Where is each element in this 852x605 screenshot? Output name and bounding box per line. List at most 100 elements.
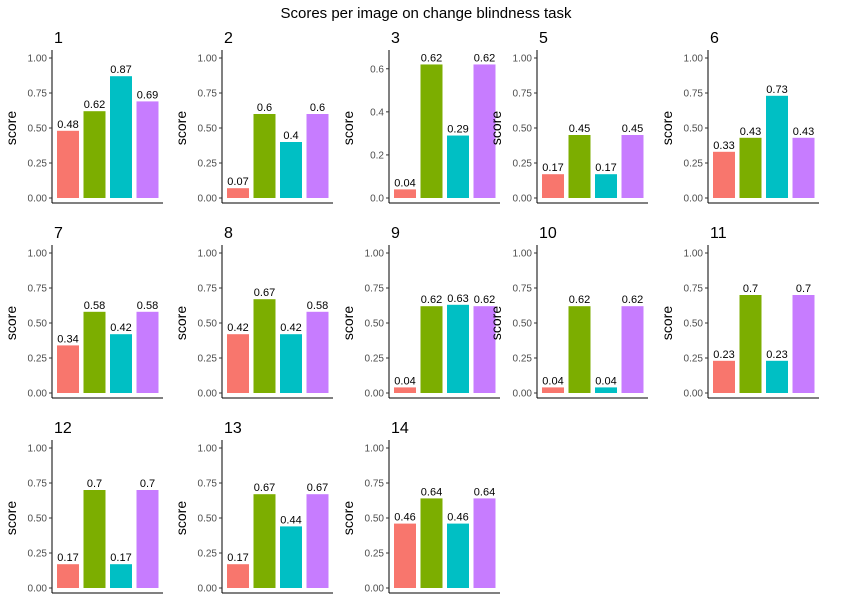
bar-value-label: 0.6 [310, 102, 325, 114]
bar [57, 564, 79, 588]
bar-value-label: 0.67 [307, 482, 328, 494]
bar-value-label: 0.45 [622, 123, 643, 135]
y-tick-label: 0.75 [684, 89, 704, 100]
y-tick-label: 0.75 [198, 479, 218, 490]
y-tick-label: 1.00 [513, 54, 533, 65]
bar-value-label: 0.62 [421, 52, 442, 64]
facet-panel-5: 5 0.00 0.25 0.50 0.75 1.00 score 0.17 0.45 0.17 0.… [488, 30, 648, 205]
y-tick-label: 1.00 [365, 249, 385, 260]
panel-label: 6 [710, 30, 719, 47]
bar [57, 345, 79, 393]
bar [280, 142, 302, 198]
bar [253, 114, 276, 198]
y-tick-label: 0.25 [28, 159, 48, 170]
y-tick-label: 0.75 [365, 479, 385, 490]
bar [306, 311, 329, 393]
y-tick-label: 0.75 [28, 89, 48, 100]
bar [253, 299, 276, 393]
panel-label: 2 [224, 30, 233, 47]
bar [473, 64, 496, 198]
bar [227, 564, 249, 588]
bar [394, 189, 416, 198]
y-tick-label: 0.00 [684, 389, 704, 400]
bar-value-label: 0.62 [474, 52, 495, 64]
panel-label: 9 [391, 225, 400, 242]
y-tick-label: 0.25 [684, 354, 704, 365]
bar [766, 95, 788, 198]
bar-value-label: 0.04 [595, 375, 616, 387]
bar [110, 334, 132, 393]
bar-value-label: 0.62 [474, 294, 495, 306]
y-tick-label: 0.00 [365, 389, 385, 400]
y-tick-label: 0.75 [28, 284, 48, 295]
y-tick-label: 1.00 [365, 444, 385, 455]
bar-value-label: 0.46 [447, 512, 468, 524]
y-tick-label: 0.50 [684, 124, 704, 135]
facet-panel-12: 12 0.00 0.25 0.50 0.75 1.00 score 0.17 0.7 0.17 0.… [3, 420, 163, 595]
bar-value-label: 0.17 [542, 162, 563, 174]
y-tick-label: 0.00 [28, 194, 48, 205]
y-tick-label: 0.75 [684, 284, 704, 295]
y-tick-label: 0.00 [28, 389, 48, 400]
panel-label: 1 [54, 30, 63, 47]
bar-value-label: 0.64 [474, 486, 495, 498]
y-tick-label: 0.25 [28, 549, 48, 560]
facet-panel-7: 7 0.00 0.25 0.50 0.75 1.00 score 0.34 0.58 0.42 0.… [3, 225, 163, 400]
y-tick-label: 1.00 [684, 249, 704, 260]
y-tick-label: 0.50 [684, 319, 704, 330]
bar-value-label: 0.7 [743, 283, 758, 295]
bar [136, 490, 159, 588]
bar [83, 490, 106, 588]
bar-value-label: 0.17 [57, 552, 78, 564]
bar-value-label: 0.4 [283, 130, 298, 142]
panel-label: 12 [54, 420, 72, 437]
bar [306, 114, 329, 198]
panel-label: 14 [391, 420, 409, 437]
y-tick-label: 0.25 [365, 354, 385, 365]
bar [280, 526, 302, 588]
y-axis-title: score [488, 111, 504, 145]
y-tick-label: 0.25 [684, 159, 704, 170]
bar-value-label: 0.62 [569, 294, 590, 306]
y-tick-label: 0.50 [28, 514, 48, 525]
bar [83, 311, 106, 393]
y-tick-label: 1.00 [684, 54, 704, 65]
bar [542, 174, 564, 198]
y-tick-label: 0.00 [513, 194, 533, 205]
bar-value-label: 0.45 [569, 123, 590, 135]
bar-value-label: 0.62 [84, 99, 105, 111]
bar-value-label: 0.58 [137, 300, 158, 312]
y-tick-label: 0.25 [365, 549, 385, 560]
bar-value-label: 0.7 [140, 478, 155, 490]
y-tick-label: 0.00 [198, 194, 218, 205]
facet-panel-6: 6 0.00 0.25 0.50 0.75 1.00 score 0.33 0.43 0.73 0.… [659, 30, 819, 205]
facet-panel-9: 9 0.00 0.25 0.50 0.75 1.00 score 0.04 0.62 0.63 0.… [340, 225, 500, 400]
y-axis-title: score [3, 501, 19, 535]
y-tick-label: 0.25 [198, 354, 218, 365]
facet-panel-10: 10 0.00 0.25 0.50 0.75 1.00 score 0.04 0.62 0.04 0… [488, 225, 648, 400]
y-axis-title: score [340, 111, 356, 145]
facet-panel-1: 1 0.00 0.25 0.50 0.75 1.00 score 0.48 0.62 0.87 0.… [3, 30, 163, 205]
bar [766, 360, 788, 393]
y-tick-label: 0.25 [513, 354, 533, 365]
bar [83, 111, 106, 198]
bar [595, 174, 617, 198]
y-tick-label: 1.00 [198, 249, 218, 260]
panel-label: 10 [539, 225, 557, 242]
y-tick-label: 0.50 [513, 319, 533, 330]
bar-value-label: 0.67 [254, 287, 275, 299]
bar-value-label: 0.43 [740, 126, 761, 138]
bar [306, 494, 329, 588]
bar [136, 311, 159, 393]
y-axis-title: score [340, 501, 356, 535]
bar [713, 151, 735, 198]
y-tick-label: 0.00 [198, 389, 218, 400]
y-tick-label: 0.2 [370, 150, 384, 161]
y-tick-label: 0.75 [513, 89, 533, 100]
bar-value-label: 0.64 [421, 486, 442, 498]
y-axis-title: score [3, 111, 19, 145]
y-tick-label: 1.00 [28, 54, 48, 65]
y-tick-label: 0.25 [198, 159, 218, 170]
y-tick-label: 0.50 [198, 124, 218, 135]
